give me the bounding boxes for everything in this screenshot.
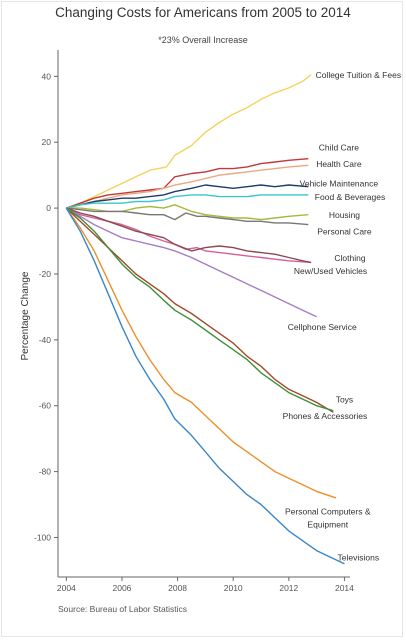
series-label-child-care: Child Care: [319, 142, 359, 152]
series-line-child-care: [66, 158, 309, 209]
y-tick-label: -20: [39, 269, 52, 279]
series-line-college-tuition-fees: [66, 74, 312, 209]
series-line-phones-accessories: [65, 207, 334, 412]
chart-axes: 40 20 0 -20 -40 -60 -80 -100 2004 2006 2008 2010 201…: [34, 50, 354, 593]
series-line-housing: [66, 204, 309, 221]
x-tick-label: 2008: [168, 583, 187, 593]
series-label-new-used-vehicles: New/Used Vehicles: [294, 266, 367, 276]
series-label-personal-computers-equipment: Personal Computers & Equipment: [285, 506, 371, 529]
chart-title: Changing Costs for Americans from 2005 t…: [55, 5, 351, 20]
series-label-vehicle-maintenance: Vehicle Maintenance: [300, 179, 379, 189]
y-tick-label: 0: [46, 203, 51, 213]
y-tick-label: -60: [39, 401, 52, 411]
chart-subtitle: *23% Overall Increase: [158, 35, 248, 45]
series-line-health-care: [66, 164, 309, 209]
series-label-food-beverages: Food & Beverages: [315, 192, 385, 202]
series-line-vehicle-maintenance: [66, 184, 309, 209]
x-tick-label: 2014: [335, 583, 354, 593]
y-tick-label: 40: [42, 71, 52, 81]
x-tick-label: 2004: [57, 583, 76, 593]
series-label-cellphone-service: Cellphone Service: [288, 322, 357, 332]
series-label-toys: Toys: [336, 394, 353, 404]
series-label-phones-accessories: Phones & Accessories: [283, 411, 368, 421]
series-label-health-care: Health Care: [316, 159, 362, 169]
series-line-personal-computers-equipment: [65, 207, 337, 499]
source-note: Source: Bureau of Labor Statistics: [58, 604, 187, 614]
series-label-televisions: Televisions: [338, 553, 380, 563]
x-tick-label: 2010: [224, 583, 243, 593]
series-label-clothing: Clothing: [334, 253, 365, 263]
y-tick-label: -80: [39, 467, 52, 477]
y-tick-label: -40: [39, 335, 52, 345]
series-line-new-used-vehicles: [66, 207, 312, 264]
x-tick-label: 2012: [279, 583, 298, 593]
series-labels: College Tuition & Fees Child Care Health C…: [283, 70, 401, 563]
series-label-housing: Housing: [329, 210, 360, 220]
y-tick-label: -100: [34, 532, 51, 542]
y-axis-label: Percentage Change: [20, 271, 31, 360]
x-tick-label: 2006: [113, 583, 132, 593]
series-line-toys: [65, 207, 334, 413]
series-line-televisions: [65, 207, 345, 565]
series-lines: [65, 74, 345, 565]
series-line-cellphone-service: [65, 207, 317, 318]
series-line-personal-care: [66, 207, 309, 226]
series-label-college-tuition-fees: College Tuition & Fees: [316, 70, 402, 80]
y-tick-label: 20: [42, 137, 52, 147]
series-label-personal-care: Personal Care: [317, 226, 372, 236]
series-line-food-beverages: [66, 194, 309, 209]
